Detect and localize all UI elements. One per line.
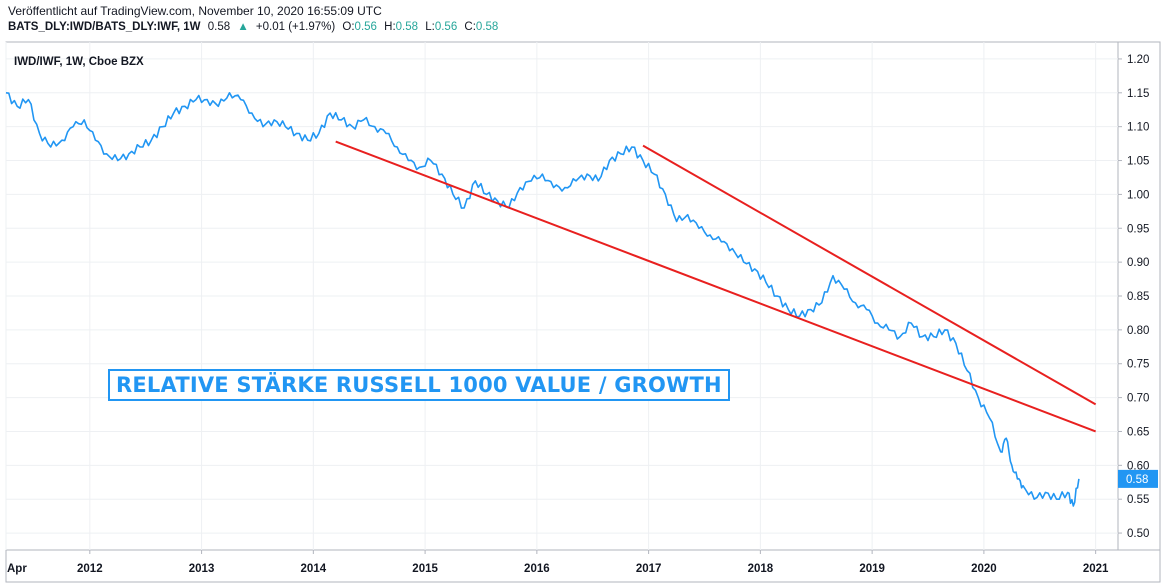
chart-title: IWD/IWF, 1W, Cboe BZX xyxy=(14,56,144,68)
close-label: C: xyxy=(464,21,476,33)
y-tick-label: 0.85 xyxy=(1127,291,1149,303)
x-tick-label: 2019 xyxy=(859,563,885,575)
price-change: +0.01 (+1.97%) xyxy=(255,21,336,33)
last-value-marker: 0.58 xyxy=(1118,469,1158,488)
y-tick-label: 0.95 xyxy=(1127,223,1149,235)
x-tick-label: 2015 xyxy=(412,563,438,575)
low-value: 0.56 xyxy=(434,21,458,33)
x-tick-label: 2021 xyxy=(1083,563,1109,575)
open-value: 0.56 xyxy=(354,21,377,33)
last-value-text: 0.58 xyxy=(1126,474,1148,486)
x-tick-label: 2016 xyxy=(524,563,550,575)
y-tick-label: 1.20 xyxy=(1127,54,1149,66)
y-tick-label: 0.70 xyxy=(1127,393,1149,405)
y-tick-label: 0.55 xyxy=(1127,494,1149,506)
y-tick-label: 0.90 xyxy=(1127,257,1149,269)
x-tick-label: 2017 xyxy=(636,563,662,575)
open-label: O: xyxy=(342,21,355,33)
x-tick-label: Apr xyxy=(7,563,27,575)
high-value: 0.58 xyxy=(395,21,419,33)
trendline xyxy=(335,140,1097,433)
y-tick-label: 1.05 xyxy=(1127,156,1149,168)
x-tick-label: 2012 xyxy=(77,563,103,575)
time-axis[interactable]: Apr 2012 2013 2014 2015 2016 2017 2018 2019 2020 2… xyxy=(5,550,1109,575)
y-tick-label: 1.15 xyxy=(1127,88,1149,100)
chart-frame xyxy=(5,41,1161,583)
x-tick-label: 2014 xyxy=(301,563,327,575)
x-tick-label: 2018 xyxy=(748,563,774,575)
high-label: H: xyxy=(384,21,396,33)
trendline xyxy=(642,144,1097,406)
series-line xyxy=(5,92,1080,507)
series-layer xyxy=(5,92,1080,507)
grid xyxy=(5,42,1118,550)
published-caption: Veröffentlicht auf TradingView.com, Nove… xyxy=(8,4,382,18)
trendlines-layer[interactable] xyxy=(335,140,1097,433)
symbol-label[interactable]: BATS_DLY:IWD/BATS_DLY:IWF, 1W xyxy=(8,21,201,33)
y-tick-label: 0.75 xyxy=(1127,359,1149,371)
y-tick-label: 0.50 xyxy=(1127,528,1149,540)
change-arrow-icon: ▲ xyxy=(237,21,249,33)
y-tick-label: 0.65 xyxy=(1127,426,1149,438)
y-tick-label: 0.80 xyxy=(1127,325,1149,337)
last-value-badge xyxy=(1118,469,1158,488)
symbol-ohlc-bar: BATS_DLY:IWD/BATS_DLY:IWF, 1W 0.58 ▲ +0.… xyxy=(8,21,502,33)
close-value: 0.58 xyxy=(475,21,499,33)
annotation-box[interactable]: RELATIVE STÄRKE RUSSELL 1000 VALUE / GRO… xyxy=(108,369,730,401)
y-tick-label: 1.00 xyxy=(1127,189,1149,201)
low-label: L: xyxy=(425,21,435,33)
x-tick-label: 2020 xyxy=(971,563,997,575)
y-tick-label: 1.10 xyxy=(1127,122,1149,134)
price-axis[interactable]: 1.20 1.15 1.10 1.05 1.00 0.95 0.90 0.85 0.80 0.75… xyxy=(1118,54,1149,540)
last-price: 0.58 xyxy=(207,21,231,33)
x-tick-label: 2013 xyxy=(189,563,215,575)
y-tick-label: 0.60 xyxy=(1127,460,1149,472)
